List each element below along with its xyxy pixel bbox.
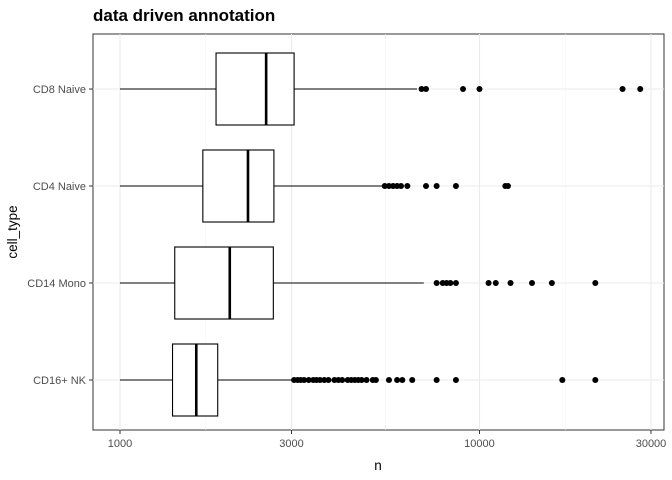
box-cd8-naive <box>120 52 644 126</box>
outlier-point <box>433 377 440 383</box>
iqr-box <box>215 52 295 126</box>
outlier-point <box>325 377 332 383</box>
y-tick-label: CD16+ NK <box>33 375 87 387</box>
outlier-point <box>529 280 536 286</box>
x-axis-ticks: 1000 3000 10000 30000 <box>108 430 667 450</box>
boxes <box>120 52 644 417</box>
outlier-point <box>404 183 411 189</box>
outlier-point <box>492 280 499 286</box>
outlier-point <box>433 183 440 189</box>
x-tick-label: 1000 <box>108 438 132 450</box>
x-axis-title: n <box>374 458 382 473</box>
outlier-point <box>398 183 405 189</box>
y-axis-title: cell_type <box>5 205 20 258</box>
y-axis-ticks: CD8 Naive CD4 Naive CD14 Mono CD16+ NK <box>27 84 93 387</box>
box-cd16-nk <box>120 343 599 417</box>
outlier-point <box>548 280 555 286</box>
outlier-point <box>301 377 308 383</box>
outlier-point <box>447 280 454 286</box>
outlier-point <box>452 280 459 286</box>
chart-title: data driven annotation <box>93 6 275 25</box>
x-tick-label: 30000 <box>636 438 667 450</box>
outlier-point <box>394 377 401 383</box>
outlier-point <box>592 377 599 383</box>
outlier-point <box>385 183 392 189</box>
outlier-point <box>619 86 626 92</box>
outlier-point <box>423 86 430 92</box>
outlier-point <box>418 86 425 92</box>
box-cd4-naive <box>120 149 511 223</box>
iqr-box <box>202 149 275 223</box>
outlier-point <box>399 377 406 383</box>
outlier-point <box>381 183 388 189</box>
outlier-point <box>358 377 365 383</box>
outlier-point <box>385 377 392 383</box>
outlier-point <box>504 183 511 189</box>
outlier-point <box>452 377 459 383</box>
iqr-box <box>174 246 274 320</box>
outlier-point <box>559 377 566 383</box>
outlier-point <box>433 280 440 286</box>
box-cd14-mono <box>120 246 599 320</box>
outlier-point <box>339 377 346 383</box>
outlier-point <box>305 377 312 383</box>
x-tick-label: 10000 <box>464 438 495 450</box>
y-tick-label: CD4 Naive <box>33 181 86 193</box>
outlier-point <box>507 280 514 286</box>
y-tick-label: CD8 Naive <box>33 84 86 96</box>
outlier-point <box>372 377 379 383</box>
y-tick-label: CD14 Mono <box>27 278 86 290</box>
outlier-point <box>316 377 323 383</box>
outlier-point <box>592 280 599 286</box>
outlier-point <box>321 377 328 383</box>
outlier-point <box>485 280 492 286</box>
outlier-point <box>423 183 430 189</box>
outlier-point <box>476 86 483 92</box>
outlier-point <box>452 183 459 189</box>
outlier-point <box>637 86 644 92</box>
x-tick-label: 3000 <box>279 438 303 450</box>
outlier-point <box>409 377 416 383</box>
outlier-point <box>460 86 467 92</box>
outlier-point <box>363 377 370 383</box>
